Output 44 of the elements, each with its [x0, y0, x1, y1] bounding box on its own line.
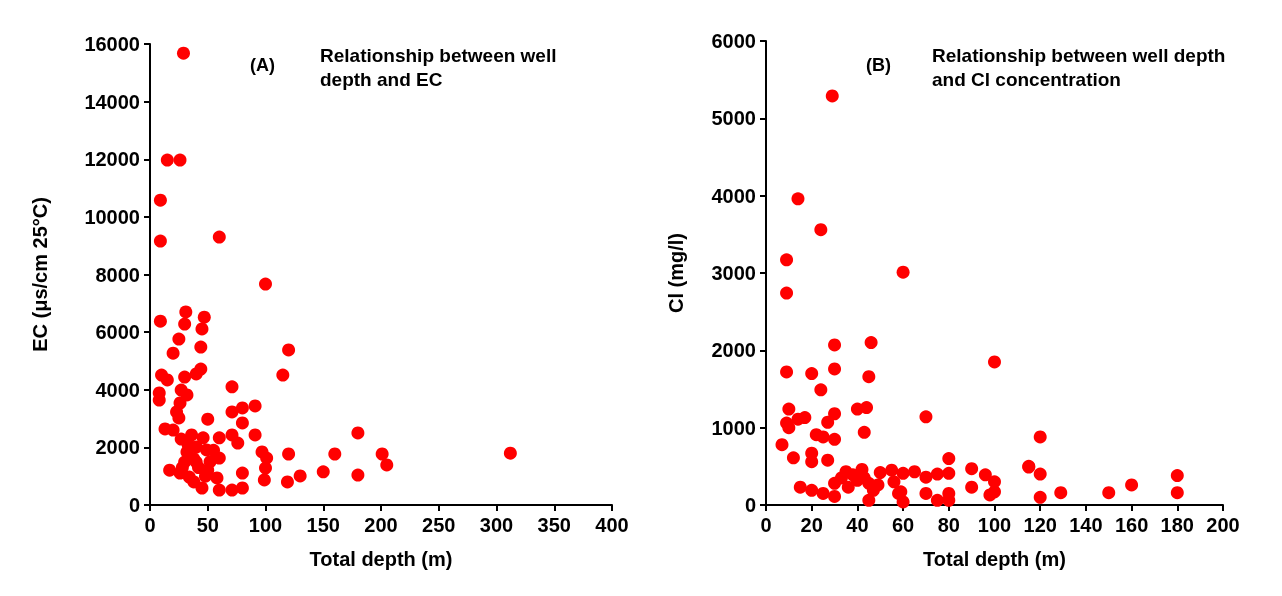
- x-tick-label: 200: [364, 514, 398, 536]
- y-tick-label: 8000: [95, 263, 140, 286]
- text: Relationship between well depth and Cl concentration: [932, 44, 1231, 90]
- y-tick-label: 14000: [84, 90, 140, 113]
- y-tick-label: 0: [128, 494, 140, 516]
- y-tick-label: 4000: [711, 184, 756, 207]
- x-tick-label: 140: [1069, 514, 1103, 536]
- y-tick-label: 10000: [84, 205, 140, 228]
- x-tick-label: 80: [937, 514, 960, 536]
- x-tick-label: 180: [1160, 514, 1194, 536]
- x-axis-title: Total depth (m): [923, 548, 1066, 570]
- annotation: (A): [250, 55, 275, 75]
- x-tick-label: 100: [248, 514, 283, 536]
- x-axis-title: Total depth (m): [309, 548, 453, 570]
- x-tick-label: 120: [1023, 514, 1057, 536]
- y-tick-label: 2000: [95, 436, 140, 459]
- x-tick-label: 0: [760, 514, 772, 536]
- y-tick-label: 16000: [84, 33, 140, 55]
- y-tick-label: 3000: [711, 262, 756, 284]
- x-tick-label: 100: [977, 514, 1012, 536]
- x-tick-label: 20: [800, 514, 823, 536]
- x-tick-label: 400: [595, 514, 629, 536]
- text: Relationship between well depth and EC: [320, 44, 562, 90]
- y-tick-label: 6000: [711, 30, 756, 52]
- y-axis-title: EC (μs/cm 25°C): [29, 197, 51, 352]
- y-tick-label: 5000: [711, 107, 756, 130]
- y-tick-label: 4000: [95, 378, 140, 401]
- y-tick-label: 6000: [95, 321, 140, 344]
- x-tick-label: 60: [891, 514, 915, 536]
- y-tick-label: 0: [744, 494, 756, 516]
- x-tick-label: 350: [537, 514, 571, 536]
- x-tick-label: 150: [306, 514, 340, 536]
- y-tick-label: 1000: [711, 416, 756, 439]
- x-tick-label: 200: [1206, 514, 1240, 536]
- y-tick-label: 2000: [711, 339, 756, 362]
- y-tick-label: 12000: [84, 148, 140, 171]
- x-tick-label: 40: [846, 514, 869, 536]
- y-axis-title: Cl (mg/l): [665, 233, 687, 313]
- x-tick-label: 160: [1114, 514, 1149, 536]
- x-tick-label: 300: [479, 514, 514, 536]
- x-tick-label: 250: [422, 514, 456, 536]
- x-tick-label: 0: [144, 514, 156, 536]
- x-tick-label: 50: [196, 514, 219, 536]
- annotation: (B): [866, 55, 891, 75]
